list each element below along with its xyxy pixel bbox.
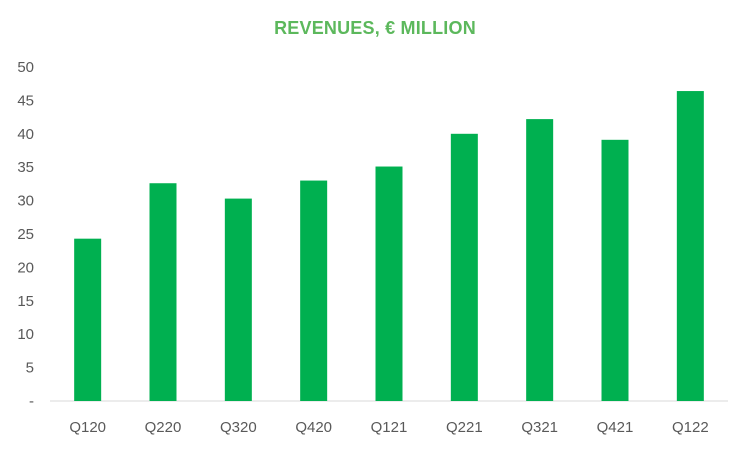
y-tick-label: 30 [17, 193, 34, 210]
y-tick-label: 50 [17, 59, 34, 76]
x-tick-label: Q321 [521, 419, 558, 436]
y-tick-label: 40 [17, 126, 34, 143]
bar [74, 239, 101, 401]
bar [526, 119, 553, 401]
y-tick-label: 10 [17, 326, 34, 343]
chart-title: REVENUES, € MILLION [0, 18, 750, 39]
bar [677, 91, 704, 401]
x-tick-label: Q122 [672, 419, 709, 436]
bar [451, 134, 478, 401]
y-tick-label: 20 [17, 259, 34, 276]
x-tick-label: Q220 [145, 419, 182, 436]
x-tick-label: Q421 [597, 419, 634, 436]
y-tick-label: 45 [17, 92, 34, 109]
x-tick-label: Q120 [69, 419, 106, 436]
x-tick-label: Q121 [371, 419, 408, 436]
bar [376, 167, 403, 401]
y-tick-label: 25 [17, 226, 34, 243]
bar [602, 140, 629, 401]
y-tick-label: 35 [17, 159, 34, 176]
bar [225, 199, 252, 401]
y-tick-label: 15 [17, 293, 34, 310]
x-tick-label: Q420 [295, 419, 332, 436]
y-tick-label: 5 [26, 360, 34, 377]
bar [300, 181, 327, 401]
bar [150, 183, 177, 401]
x-tick-label: Q221 [446, 419, 483, 436]
y-tick-label: - [29, 393, 34, 410]
x-tick-label: Q320 [220, 419, 257, 436]
